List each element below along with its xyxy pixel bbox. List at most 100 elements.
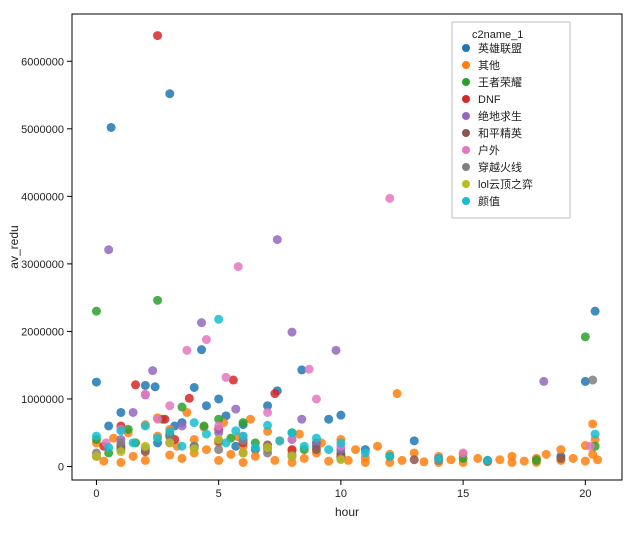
data-point (336, 411, 345, 420)
data-point (473, 454, 482, 463)
data-point (202, 401, 211, 410)
data-point (581, 457, 590, 466)
data-point (202, 445, 211, 454)
y-axis-label: av_redu (7, 225, 21, 268)
data-point (104, 443, 113, 452)
x-tick-label: 0 (93, 488, 99, 500)
legend-label: 穿越火线 (478, 160, 522, 174)
y-tick-label: 5000000 (21, 124, 64, 136)
data-point (385, 194, 394, 203)
data-point (351, 445, 360, 454)
data-point (588, 419, 597, 428)
data-point (104, 421, 113, 430)
data-point (151, 382, 160, 391)
data-point (178, 454, 187, 463)
scatter-chart: 0510152001000000200000030000004000000500… (0, 0, 640, 533)
data-point (361, 448, 370, 457)
data-point (556, 445, 565, 454)
data-point (178, 403, 187, 412)
data-point (190, 383, 199, 392)
data-point (222, 438, 231, 447)
data-point (92, 378, 101, 387)
data-point (324, 457, 333, 466)
data-point (197, 345, 206, 354)
data-point (324, 445, 333, 454)
data-point (542, 450, 551, 459)
data-point (116, 447, 125, 456)
data-point (332, 346, 341, 355)
legend-label: 其他 (478, 59, 500, 72)
data-point (288, 428, 297, 437)
y-tick-label: 0 (58, 461, 64, 473)
data-point (273, 235, 282, 244)
data-point (129, 452, 138, 461)
data-point (275, 436, 284, 445)
data-point (336, 438, 345, 447)
data-point (131, 380, 140, 389)
data-point (200, 421, 209, 430)
data-point (190, 418, 199, 427)
data-point (312, 445, 321, 454)
data-point (251, 443, 260, 452)
data-point (239, 432, 248, 441)
data-point (141, 390, 150, 399)
y-tick-label: 4000000 (21, 191, 64, 203)
legend-label: DNF (478, 94, 501, 106)
data-point (446, 455, 455, 464)
data-point (591, 307, 600, 316)
data-point (288, 328, 297, 337)
data-point (297, 415, 306, 424)
legend-label: 和平精英 (478, 126, 522, 140)
data-point (153, 296, 162, 305)
data-point (581, 332, 590, 341)
data-point (539, 377, 548, 386)
data-point (104, 245, 113, 254)
data-point (214, 421, 223, 430)
data-point (239, 448, 248, 457)
legend-label: 王者荣耀 (478, 76, 522, 89)
data-point (410, 436, 419, 445)
data-point (116, 458, 125, 467)
data-point (239, 418, 248, 427)
data-point (398, 456, 407, 465)
data-point (305, 365, 314, 374)
data-point (263, 408, 272, 417)
data-point (153, 31, 162, 40)
data-point (410, 455, 419, 464)
data-point (508, 452, 517, 461)
data-point (520, 457, 529, 466)
x-axis-label: hour (335, 505, 359, 519)
data-point (165, 401, 174, 410)
legend-marker (462, 44, 470, 52)
y-tick-label: 1000000 (21, 394, 64, 406)
data-point (116, 408, 125, 417)
data-point (324, 415, 333, 424)
data-point (141, 442, 150, 451)
x-tick-label: 20 (579, 488, 591, 500)
data-point (300, 442, 309, 451)
data-point (214, 456, 223, 465)
data-point (483, 456, 492, 465)
data-point (197, 318, 206, 327)
legend-marker (462, 61, 470, 69)
data-point (586, 442, 595, 451)
data-point (288, 452, 297, 461)
data-point (420, 457, 429, 466)
data-point (231, 426, 240, 435)
data-point (129, 408, 138, 417)
data-point (153, 415, 162, 424)
data-point (165, 89, 174, 98)
data-point (153, 434, 162, 443)
data-point (92, 452, 101, 461)
data-point (300, 454, 309, 463)
y-tick-label: 2000000 (21, 326, 64, 338)
legend-label: 绝地求生 (478, 109, 522, 123)
data-point (231, 405, 240, 414)
data-point (312, 434, 321, 443)
data-point (239, 458, 248, 467)
data-point (591, 430, 600, 439)
legend-label: 颜值 (478, 195, 500, 208)
data-point (459, 448, 468, 457)
data-point (373, 442, 382, 451)
legend-label: 英雄联盟 (478, 41, 522, 55)
